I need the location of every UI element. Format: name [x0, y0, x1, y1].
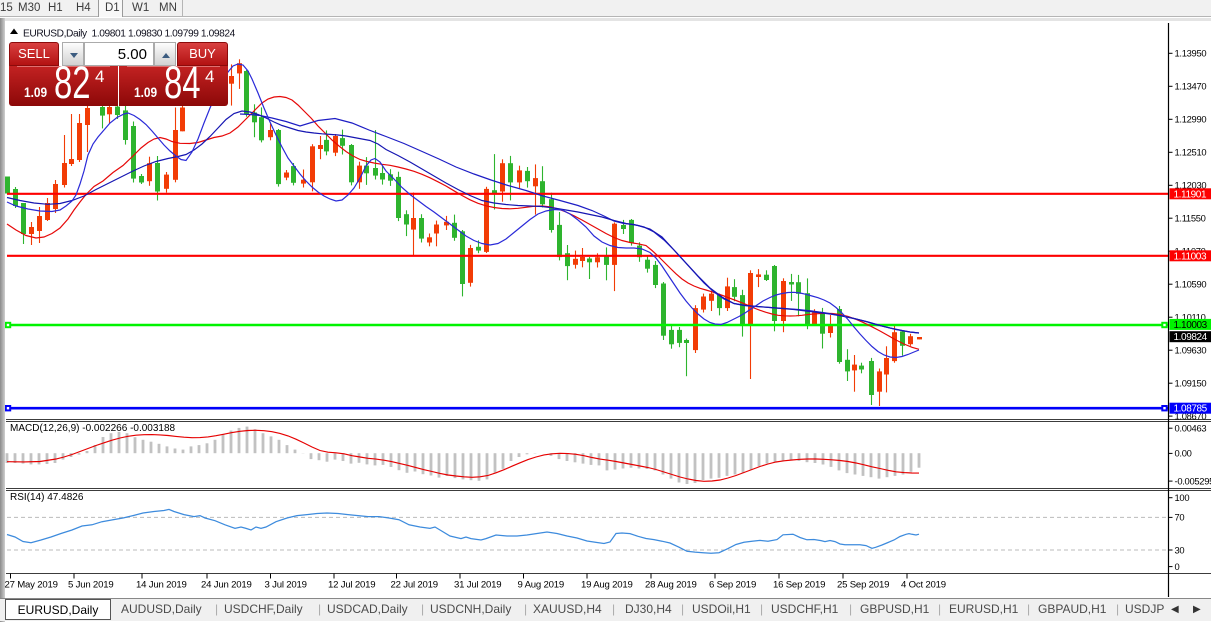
svg-text:6 Sep 2019: 6 Sep 2019: [709, 580, 756, 591]
svg-text:27 May 2019: 27 May 2019: [5, 580, 58, 591]
svg-text:1.13470: 1.13470: [1175, 81, 1207, 92]
svg-text:1.10110: 1.10110: [1175, 312, 1206, 323]
svg-text:1.11003: 1.11003: [1174, 251, 1207, 262]
svg-text:1.11901: 1.11901: [1174, 189, 1207, 200]
svg-text:RSI(14) 47.4826: RSI(14) 47.4826: [10, 492, 84, 503]
svg-text:0.00: 0.00: [1175, 448, 1192, 459]
svg-text:9 Aug 2019: 9 Aug 2019: [518, 580, 565, 591]
svg-text:1.09630: 1.09630: [1175, 345, 1207, 356]
svg-text:1.08670: 1.08670: [1175, 410, 1207, 421]
svg-text:1.10590: 1.10590: [1175, 279, 1207, 290]
svg-text:1.12510: 1.12510: [1175, 147, 1207, 158]
svg-text:1.09824: 1.09824: [1174, 332, 1208, 343]
svg-text:EURUSD,Daily 1.09801 1.09830: EURUSD,Daily 1.09801 1.09830 1.09799 1.0…: [23, 29, 236, 40]
svg-text:24 Jun 2019: 24 Jun 2019: [201, 580, 252, 591]
svg-text:14 Jun 2019: 14 Jun 2019: [136, 580, 187, 591]
svg-text:70: 70: [1175, 512, 1185, 523]
svg-text:1.09150: 1.09150: [1175, 378, 1207, 389]
svg-text:1.12030: 1.12030: [1175, 180, 1207, 191]
svg-text:0: 0: [1175, 561, 1180, 572]
svg-text:19 Aug 2019: 19 Aug 2019: [581, 580, 633, 591]
svg-text:31 Jul 2019: 31 Jul 2019: [454, 580, 501, 591]
svg-text:0.00463: 0.00463: [1175, 423, 1207, 434]
svg-text:16 Sep 2019: 16 Sep 2019: [773, 580, 825, 591]
svg-text:3 Jul 2019: 3 Jul 2019: [265, 580, 307, 591]
svg-text:1.10003: 1.10003: [1174, 320, 1208, 331]
svg-text:MACD(12,26,9) -0.002266 -0.003: MACD(12,26,9) -0.002266 -0.003188: [10, 423, 176, 434]
svg-text:5 Jun 2019: 5 Jun 2019: [68, 580, 113, 591]
svg-text:28 Aug 2019: 28 Aug 2019: [645, 580, 697, 591]
svg-text:25 Sep 2019: 25 Sep 2019: [837, 580, 889, 591]
svg-text:1.12990: 1.12990: [1175, 114, 1207, 125]
svg-text:1.08785: 1.08785: [1174, 404, 1208, 415]
svg-text:100: 100: [1175, 492, 1190, 503]
svg-text:30: 30: [1175, 544, 1185, 555]
svg-text:1.11550: 1.11550: [1175, 213, 1206, 224]
svg-text:4 Oct 2019: 4 Oct 2019: [901, 580, 946, 591]
svg-text:22 Jul 2019: 22 Jul 2019: [391, 580, 438, 591]
svg-text:-0.005295: -0.005295: [1175, 475, 1211, 486]
svg-text:12 Jul 2019: 12 Jul 2019: [328, 580, 375, 591]
svg-text:1.13950: 1.13950: [1175, 48, 1207, 59]
